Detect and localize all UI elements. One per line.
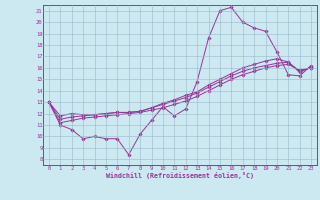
X-axis label: Windchill (Refroidissement éolien,°C): Windchill (Refroidissement éolien,°C) <box>106 172 254 179</box>
